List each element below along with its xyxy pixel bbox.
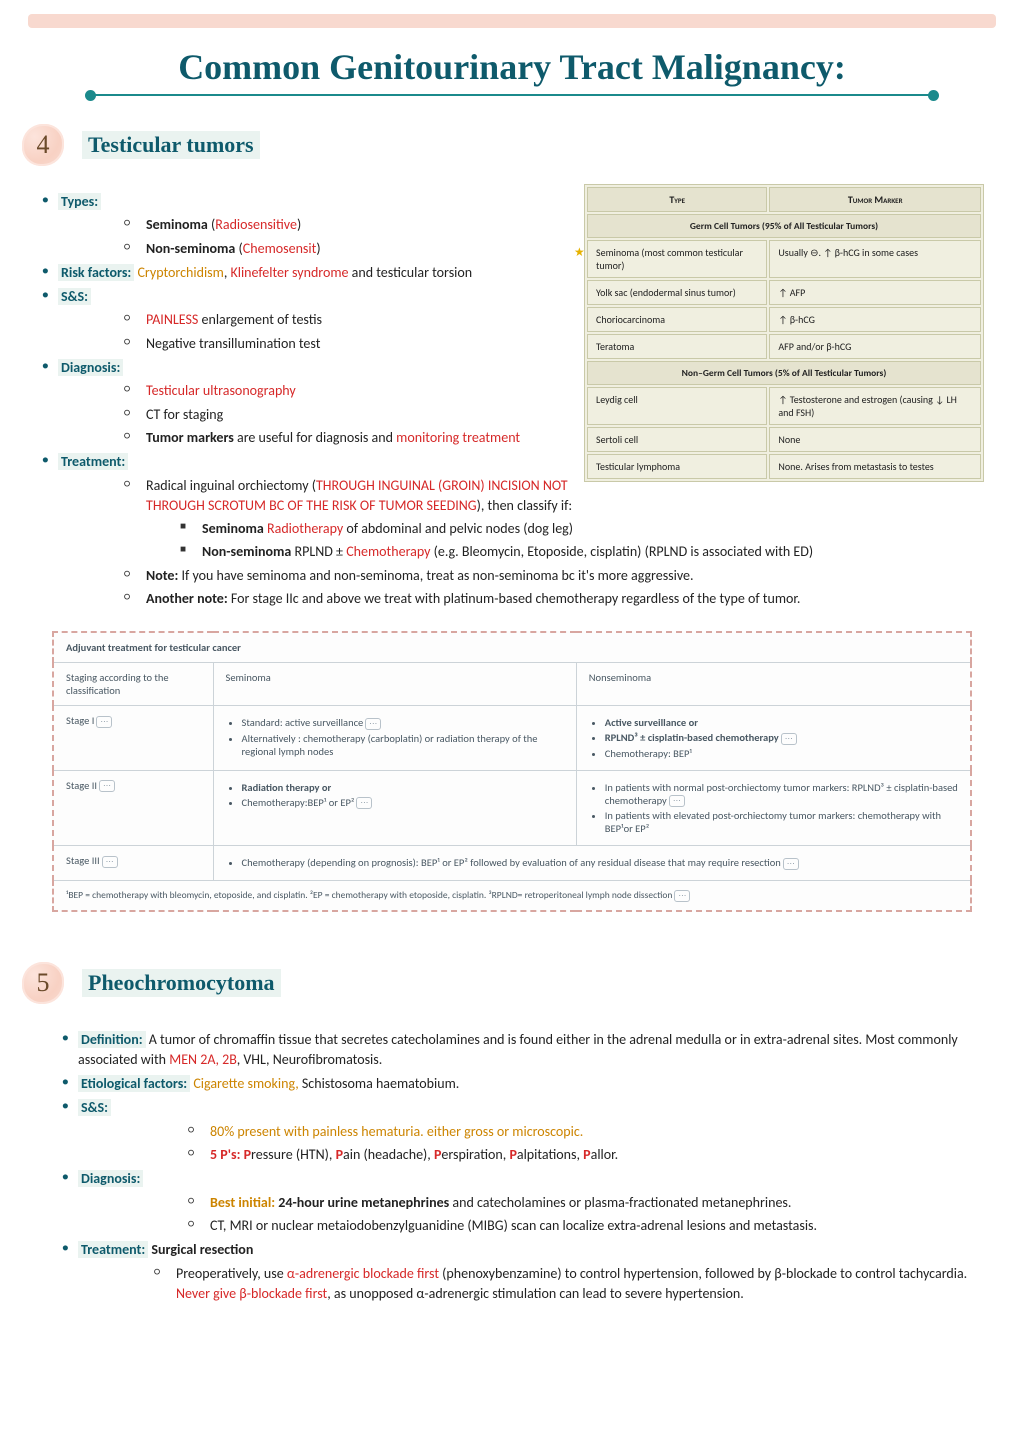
- diag-row-5: Diagnosis: Best initial: 24-hour urine m…: [62, 1169, 984, 1236]
- adjuvant-treatment-table: Adjuvant treatment for testicular cancer…: [52, 631, 972, 911]
- risk-row: Risk factors: Cryptorchidism, Klinefelte…: [42, 263, 984, 283]
- ct-foot: ¹BEP = chemotherapy with bleomycin, etop…: [53, 880, 971, 910]
- lbl-types: Types:: [58, 193, 101, 210]
- tx-seminoma: Seminoma Radiotherapy of abdominal and p…: [180, 519, 984, 539]
- title-rule: [90, 94, 934, 96]
- section-testicular: 4 Testicular tumors TypeTumor Marker Ger…: [0, 124, 1024, 952]
- ct-h1: Staging according to the classification: [53, 663, 213, 706]
- diag-best-initial: Best initial: 24-hour urine metanephrine…: [188, 1193, 984, 1213]
- tx-note: Note: If you have seminoma and non-semin…: [124, 566, 984, 586]
- ct-s2-sem: Radiation therapy orChemotherapy:BEP¹ or…: [213, 770, 576, 846]
- tx-note2: Another note: For stage IIc and above we…: [124, 589, 984, 609]
- section-number-badge: 5: [22, 962, 64, 1004]
- ct-stage1: Stage I⋯: [53, 706, 213, 771]
- ss-row: S&S: PAINLESS enlargement of testis Nega…: [42, 287, 984, 354]
- diag-markers: Tumor markers are useful for diagnosis a…: [124, 428, 984, 448]
- ss-hematuria: 80% present with painless hematuria. eit…: [188, 1122, 984, 1142]
- ct-s1-non: Active surveillance orRPLND³ ± cisplatin…: [576, 706, 971, 771]
- section-pheo: 5 Pheochromocytoma Definition: A tumor o…: [0, 962, 1024, 1349]
- ss-transillum: Negative transillumination test: [124, 334, 984, 354]
- ct-h3: Nonseminoma: [576, 663, 971, 706]
- section-title: Testicular tumors: [82, 131, 260, 159]
- diag-row: Diagnosis: Testicular ultrasonography CT…: [42, 358, 984, 448]
- ct-stage2: Stage II⋯: [53, 770, 213, 846]
- def-row: Definition: A tumor of chromaffin tissue…: [62, 1030, 984, 1071]
- ct-title: Adjuvant treatment for testicular cancer: [53, 632, 971, 663]
- diag-us: Testicular ultrasonography: [124, 381, 984, 401]
- ss-5ps: 5 P's: Pressure (HTN), Pain (headache), …: [188, 1145, 984, 1165]
- tx-row-5: Treatment: Surgical resection Preoperati…: [62, 1240, 984, 1304]
- ct-stage3: Stage III⋯: [53, 846, 213, 881]
- ct-s2-non: In patients with normal post-orchiectomy…: [576, 770, 971, 846]
- top-decor-bar: [28, 14, 996, 28]
- ct-s1-sem: Standard: active surveillance⋯Alternativ…: [213, 706, 576, 771]
- ss-painless: PAINLESS enlargement of testis: [124, 310, 984, 330]
- page-title: Common Genitourinary Tract Malignancy:: [0, 46, 1024, 88]
- ct-h2: Seminoma: [213, 663, 576, 706]
- type-seminoma: Seminoma (Radiosensitive): [124, 215, 984, 235]
- tx-row: Treatment: Radical inguinal orchiectomy …: [42, 452, 984, 609]
- section-title: Pheochromocytoma: [82, 969, 281, 997]
- type-nonseminoma: Non-seminoma (Chemosensit): [124, 239, 984, 259]
- etio-row: Etiological factors: Cigarette smoking, …: [62, 1074, 984, 1094]
- diag-ct: CT for staging: [124, 405, 984, 425]
- ss-row-5: S&S: 80% present with painless hematuria…: [62, 1098, 984, 1165]
- types-row: Types: Seminoma (Radiosensitive) Non-sem…: [42, 192, 984, 259]
- tx-preop: Preoperatively, use α-adrenergic blockad…: [154, 1264, 984, 1305]
- ct-s3-txt: Chemotherapy (depending on prognosis): B…: [213, 846, 971, 881]
- section-number-badge: 4: [22, 124, 64, 166]
- tx-orchiectomy: Radical inguinal orchiectomy (THROUGH IN…: [124, 476, 984, 563]
- diag-imaging: CT, MRI or nuclear metaiodobenzylguanidi…: [188, 1216, 984, 1236]
- tx-nonseminoma: Non-seminoma RPLND ± Chemotherapy (e.g. …: [180, 542, 984, 562]
